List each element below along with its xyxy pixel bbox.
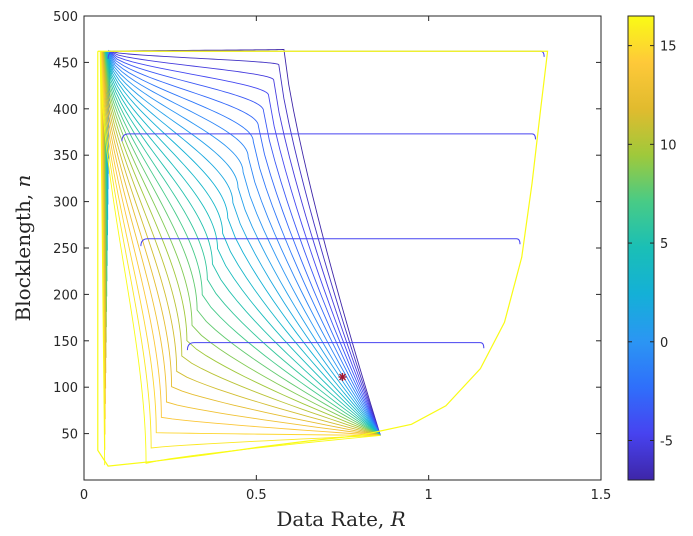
colorbar-tick-label: 15 bbox=[660, 40, 677, 55]
contour-line bbox=[107, 51, 380, 435]
contour-line bbox=[104, 51, 381, 435]
y-tick-label: 200 bbox=[53, 288, 78, 303]
contour-line bbox=[101, 51, 381, 450]
y-tick-label: 100 bbox=[53, 381, 78, 396]
contour-line bbox=[103, 51, 380, 435]
colorbar-tick-label: 10 bbox=[660, 138, 677, 153]
contour-line bbox=[105, 51, 381, 435]
colorbar-tick-label: -5 bbox=[660, 435, 673, 450]
y-axis-label: Blocklength, n bbox=[11, 175, 35, 322]
x-axis-variable: R bbox=[390, 507, 406, 531]
colorbar-tick-label: 5 bbox=[660, 237, 668, 252]
contour-line bbox=[103, 51, 380, 435]
contour-line bbox=[104, 51, 380, 435]
contour-outer-boundary bbox=[98, 51, 548, 466]
y-tick-label: 300 bbox=[53, 196, 78, 211]
plot-area bbox=[98, 49, 548, 466]
y-axis-variable: n bbox=[11, 175, 35, 188]
contour-line bbox=[107, 51, 381, 435]
y-tick-label: 250 bbox=[53, 242, 78, 257]
contour-line bbox=[103, 51, 381, 435]
y-tick-label: 450 bbox=[53, 56, 78, 71]
x-tick-label: 0 bbox=[80, 488, 88, 503]
y-tick-label: 350 bbox=[53, 149, 78, 164]
x-tick-label: 0.5 bbox=[246, 488, 267, 503]
contour-line bbox=[101, 51, 380, 435]
contour-line bbox=[109, 51, 380, 435]
colorbar-gradient bbox=[628, 16, 654, 480]
y-tick-label: 150 bbox=[53, 335, 78, 350]
x-axis-label: Data Rate, R bbox=[276, 507, 405, 531]
contour-line bbox=[107, 51, 380, 435]
contour-shelf-1 bbox=[108, 51, 544, 58]
contour-shelf-3 bbox=[141, 239, 520, 246]
colorbar-tick-label: 0 bbox=[660, 336, 668, 351]
marker bbox=[339, 373, 347, 381]
contour-line bbox=[108, 51, 380, 435]
colorbar: -5 0 5 10 15 bbox=[628, 16, 677, 480]
contour-line bbox=[108, 51, 381, 435]
contour-line bbox=[102, 51, 380, 435]
x-tick-label: 1 bbox=[425, 488, 433, 503]
y-tick-label: 50 bbox=[61, 428, 78, 443]
y-tick-label: 400 bbox=[53, 103, 78, 118]
x-tick-label: 1.5 bbox=[591, 488, 612, 503]
y-tick-label: 500 bbox=[53, 10, 78, 25]
